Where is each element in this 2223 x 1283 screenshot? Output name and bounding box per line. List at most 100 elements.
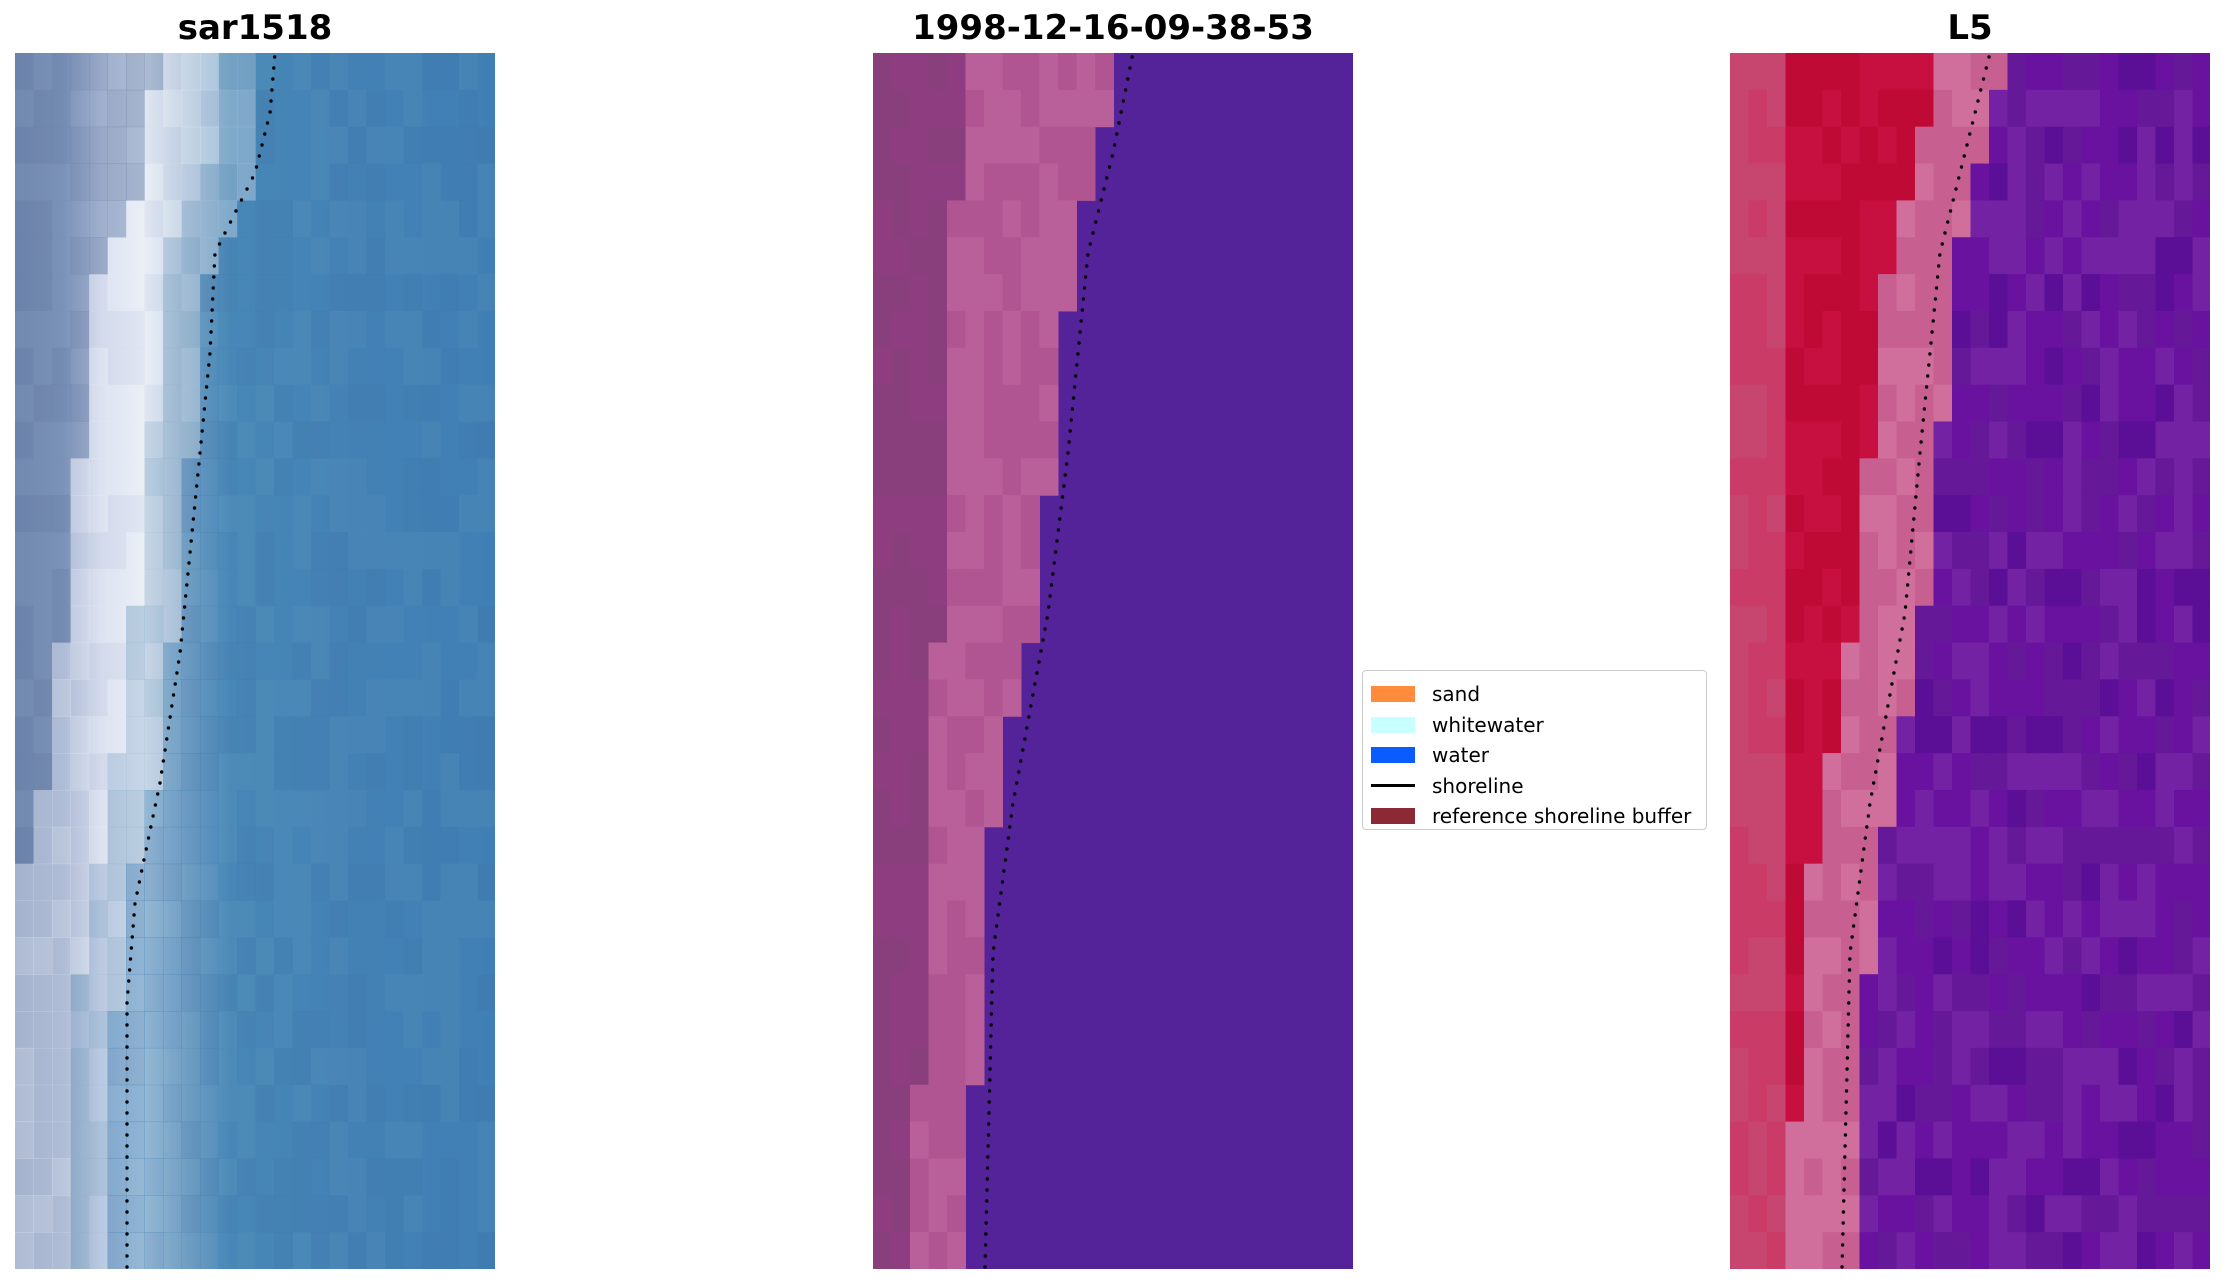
shoreline-point [1904,594,1909,598]
shoreline-point [1878,748,1882,752]
shoreline-point [1880,737,1884,741]
shoreline-point [1081,297,1086,301]
shoreline-point [156,792,160,796]
shoreline-point [1841,1221,1845,1225]
shoreline-point [208,341,213,345]
shoreline-point [149,825,153,829]
shoreline-point [1859,869,1863,873]
shoreline-point [1976,99,1980,103]
shoreline-point [125,1166,129,1170]
shoreline-point [1981,77,1986,81]
shoreline-point [168,715,172,719]
rgb-image [15,53,495,1269]
shoreline-point [1853,913,1857,917]
shoreline-point [983,1254,988,1258]
shoreline-point [190,528,194,532]
shoreline-point [125,1177,129,1181]
shoreline-point [1048,594,1052,598]
shoreline-point [210,308,214,312]
shoreline-point [1052,561,1056,565]
shoreline-point [153,803,158,807]
shoreline-point [1069,418,1073,422]
shoreline-point [1055,539,1059,543]
shoreline-point [1917,462,1921,466]
shoreline-point [1102,187,1106,191]
shoreline-point [254,165,259,169]
shoreline-point [1843,1155,1847,1159]
shoreline-point [208,352,212,356]
shoreline-point [125,1023,129,1027]
shoreline-point [1954,187,1958,191]
shoreline-point [133,902,137,906]
shoreline-point [1080,308,1084,312]
shoreline-point [128,957,133,961]
shoreline-point [1866,814,1870,818]
shoreline-point [1911,528,1915,532]
shoreline-point [1970,121,1975,125]
shoreline-point [176,660,181,664]
shoreline-point [1862,847,1866,851]
shoreline-point [1074,374,1078,378]
shoreline-point [1840,1265,1844,1269]
shoreline-point [200,429,204,433]
shoreline-point [125,1254,129,1258]
shoreline-point [1850,935,1854,939]
shoreline-point [1882,726,1886,730]
shoreline-point [151,814,155,818]
shoreline-point [1062,484,1066,488]
shoreline-point [1900,627,1904,631]
shoreline-point [1910,539,1914,543]
shoreline-point [1920,429,1924,433]
shoreline-line-icon [1371,784,1415,788]
shoreline-point [1973,110,1977,114]
legend-item-reference-buffer: reference shoreline buffer [1371,801,1696,832]
shoreline-point [1126,77,1130,81]
shoreline-point [1843,1144,1847,1148]
shoreline-point [1928,352,1932,356]
shoreline-point [1086,253,1090,257]
shoreline-point [1841,1210,1846,1214]
shoreline-point [199,440,203,444]
shoreline-point [1912,517,1916,521]
panel-title-date: 1998-12-16-09-38-53 [912,8,1314,48]
shoreline-point [1898,638,1902,642]
shoreline-point [1851,924,1856,928]
shoreline-point [1874,770,1878,774]
shoreline-point [1115,132,1119,136]
shoreline-point [189,539,193,543]
shoreline-point [170,704,174,708]
shoreline-point [988,1078,992,1082]
shoreline-point [990,979,994,983]
shoreline-point [265,121,270,125]
shoreline-point [984,1210,989,1214]
shoreline-point [1940,242,1944,246]
shoreline-point [1946,220,1950,224]
shoreline-point [1842,1166,1847,1170]
shoreline-point [1058,517,1062,521]
legend-label: reference shoreline buffer [1432,804,1692,829]
shoreline-point [196,473,200,477]
shoreline-point [228,220,233,224]
shoreline-point [198,451,202,455]
shoreline-point [986,1122,991,1126]
shoreline-point [1031,693,1035,697]
shoreline-point [270,88,274,92]
shoreline-point [1846,1012,1851,1016]
shoreline-point [129,946,134,950]
shoreline-point [1076,352,1080,356]
shoreline-point [1987,55,1991,59]
shoreline-point [163,748,167,752]
legend-label: sand [1432,682,1481,707]
shoreline-point [272,55,277,59]
shoreline-point [987,1111,991,1115]
shoreline-point [135,891,139,895]
shoreline-point [212,264,217,268]
shoreline-point [1924,385,1929,389]
shoreline-point [1905,583,1910,587]
shoreline-point [239,198,244,202]
shoreline-point [203,396,208,400]
shoreline-point [1059,506,1063,510]
shoreline-point [1907,561,1912,565]
shoreline-point [209,330,213,334]
reference-buffer-swatch-icon [1371,808,1415,825]
